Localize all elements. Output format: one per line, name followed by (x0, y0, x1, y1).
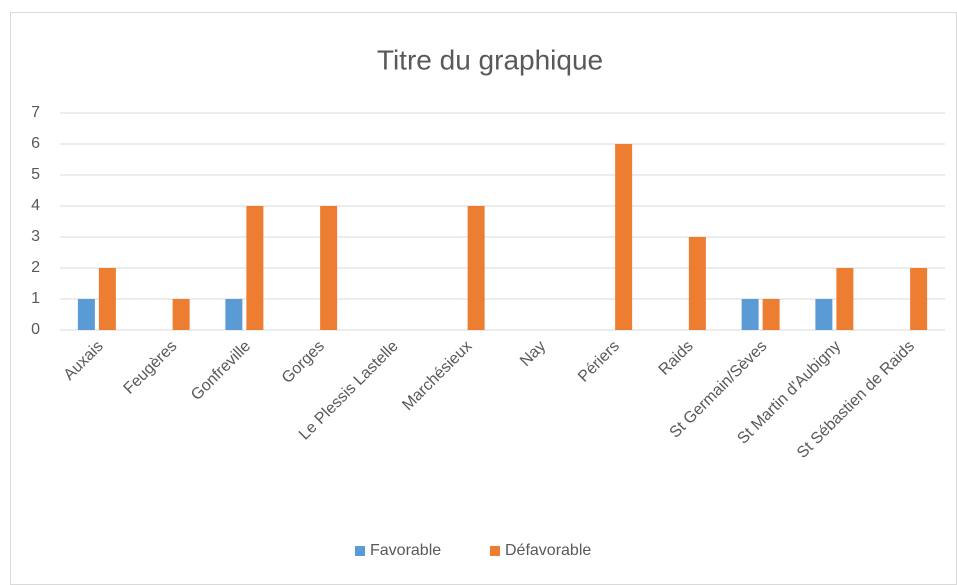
bar (467, 206, 485, 330)
y-tick-label: 7 (31, 104, 40, 121)
legend-label: Favorable (370, 542, 441, 559)
y-tick-label: 6 (31, 135, 40, 152)
bar (320, 206, 338, 330)
bar (98, 268, 116, 330)
y-tick-label: 4 (31, 197, 40, 214)
bar (172, 299, 190, 330)
bar (688, 237, 706, 330)
bar (815, 299, 833, 330)
bar (741, 299, 759, 330)
bar (246, 206, 264, 330)
legend-swatch (490, 546, 500, 556)
bar (615, 144, 633, 330)
bar (77, 299, 95, 330)
y-tick-label: 1 (31, 290, 40, 307)
bar (225, 299, 243, 330)
bar (836, 268, 854, 330)
y-tick-label: 5 (31, 166, 40, 183)
y-tick-label: 3 (31, 228, 40, 245)
bar (762, 299, 780, 330)
bar (910, 268, 928, 330)
legend-label: Défavorable (505, 542, 591, 559)
y-tick-label: 2 (31, 259, 40, 276)
legend-swatch (355, 546, 365, 556)
chart-title: Titre du graphique (377, 44, 603, 75)
y-tick-label: 0 (31, 321, 40, 338)
